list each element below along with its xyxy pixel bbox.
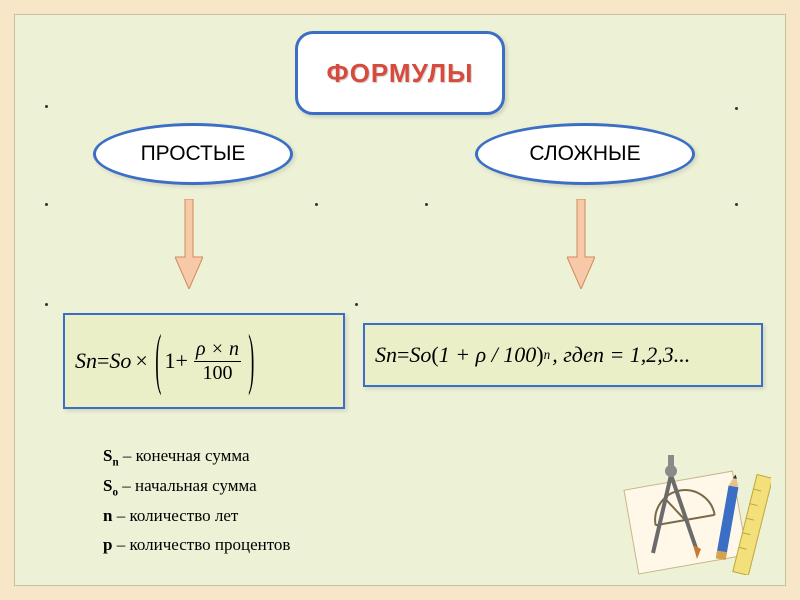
formula-simple: Sn = So × ( 1+ ρ × n 100 )	[75, 339, 258, 384]
dot	[45, 303, 48, 306]
legend-row-p: p – количество процентов	[103, 532, 290, 558]
formula-complex: Sn = So ( 1 + ρ / 100 ) n , гдеn = 1,2,3…	[375, 342, 690, 368]
legend: Sn – конечная сумма So – начальная сумма…	[103, 443, 290, 560]
dot	[315, 203, 318, 206]
arrow-left	[175, 199, 203, 289]
fraction: ρ × n 100	[194, 339, 241, 384]
title-text: ФОРМУЛЫ	[327, 59, 474, 88]
times: ×	[135, 348, 147, 374]
ellipse-complex: СЛОЖНЫЕ	[475, 123, 695, 185]
lparen: (	[155, 321, 161, 399]
sn: Sn	[375, 342, 397, 368]
ellipse-simple-label: ПРОСТЫЕ	[141, 142, 246, 166]
slide: ФОРМУЛЫ ПРОСТЫЕ СЛОЖНЫЕ Sn = So × ( 1+ ρ…	[14, 14, 786, 586]
sn: Sn	[75, 348, 97, 374]
frac-den: 100	[200, 363, 234, 384]
dot	[735, 107, 738, 110]
txt: – количество лет	[112, 506, 238, 525]
title-box: ФОРМУЛЫ	[295, 31, 505, 115]
dot	[425, 203, 428, 206]
frac-num: ρ × n	[194, 339, 241, 360]
open: (	[431, 342, 438, 368]
dot	[45, 203, 48, 206]
corner-art-icon	[601, 445, 771, 575]
txt: – начальная сумма	[118, 476, 257, 495]
legend-row-n: n – количество лет	[103, 503, 290, 529]
so: So	[109, 348, 131, 374]
arrow-right	[567, 199, 595, 289]
dot	[45, 105, 48, 108]
txt: – конечная сумма	[119, 446, 250, 465]
eq: =	[97, 348, 109, 374]
rparen: )	[248, 321, 254, 399]
dot	[355, 303, 358, 306]
inner-lead: 1+	[165, 348, 188, 374]
formula-box-simple: Sn = So × ( 1+ ρ × n 100 )	[63, 313, 345, 409]
so: So	[409, 342, 431, 368]
exp: n	[544, 347, 551, 363]
eq: =	[397, 342, 409, 368]
formula-box-complex: Sn = So ( 1 + ρ / 100 ) n , гдеn = 1,2,3…	[363, 323, 763, 387]
dot	[735, 203, 738, 206]
tail: , гдеn = 1,2,3...	[552, 342, 690, 368]
body: 1 + ρ / 100	[439, 342, 537, 368]
legend-row-sn: Sn – конечная сумма	[103, 443, 290, 471]
close: )	[536, 342, 543, 368]
legend-row-so: So – начальная сумма	[103, 473, 290, 501]
txt: – количество процентов	[112, 535, 290, 554]
ellipse-simple: ПРОСТЫЕ	[93, 123, 293, 185]
ellipse-complex-label: СЛОЖНЫЕ	[529, 142, 640, 166]
